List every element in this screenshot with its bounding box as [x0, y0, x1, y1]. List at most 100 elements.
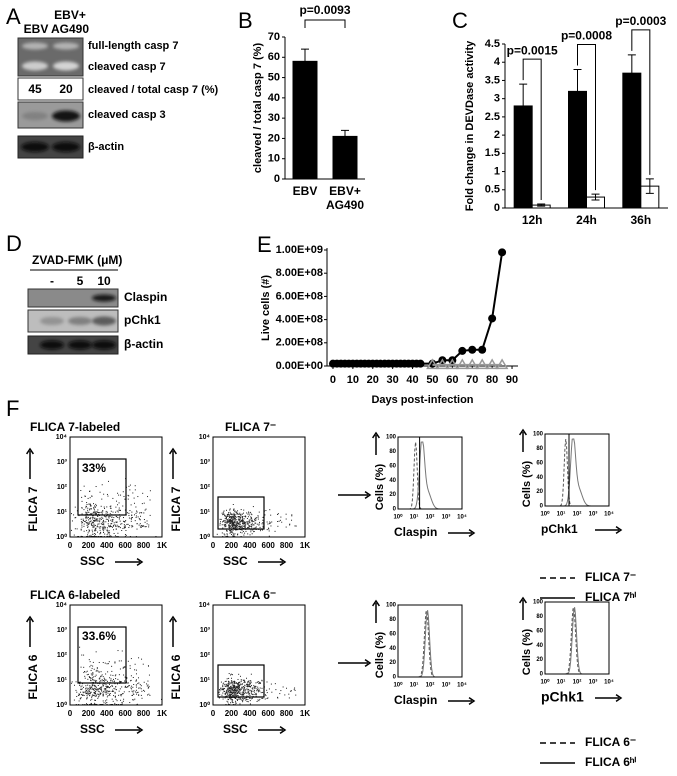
event-dot	[119, 681, 121, 683]
blot-band	[22, 42, 48, 50]
event-dot	[231, 699, 233, 701]
event-dot	[242, 519, 244, 521]
event-dot	[240, 521, 242, 523]
event-dot	[240, 688, 242, 690]
event-dot	[223, 520, 225, 522]
event-dot	[235, 692, 237, 694]
event-dot	[242, 520, 244, 522]
event-dot	[277, 513, 279, 515]
event-dot	[104, 507, 106, 509]
event-dot	[277, 696, 279, 698]
event-dot	[113, 532, 115, 534]
event-dot	[109, 694, 111, 696]
event-dot	[99, 517, 101, 519]
plot-title: FLICA 7-labeled	[30, 420, 120, 434]
event-dot	[94, 686, 96, 688]
event-dot	[116, 524, 118, 526]
event-dot	[94, 529, 96, 531]
event-dot	[130, 520, 132, 522]
event-dot	[81, 513, 83, 515]
event-dot	[84, 670, 86, 672]
event-dot	[244, 697, 246, 699]
event-dot	[109, 526, 111, 528]
event-dot	[248, 511, 250, 513]
event-dot	[253, 520, 255, 522]
arrow-head	[468, 528, 476, 538]
event-dot	[114, 695, 116, 697]
event-dot	[255, 522, 257, 524]
event-dot	[236, 516, 238, 518]
event-dot	[85, 671, 87, 673]
event-dot	[106, 527, 108, 529]
event-dot	[227, 703, 229, 705]
histogram-high	[545, 607, 609, 675]
y-tick-label: 10³	[200, 459, 211, 466]
event-dot	[90, 677, 92, 679]
event-dot	[144, 521, 146, 523]
event-dot	[243, 522, 245, 524]
event-dot	[87, 511, 89, 513]
event-dot	[224, 518, 226, 520]
y-tick-label: 80	[536, 614, 543, 620]
event-dot	[228, 687, 230, 689]
event-dot	[102, 662, 104, 664]
event-dot	[246, 677, 248, 679]
event-dot	[101, 680, 103, 682]
event-dot	[237, 510, 239, 512]
y-tick-label: 2.00E+08	[276, 337, 323, 349]
event-dot	[235, 527, 237, 529]
event-dot	[232, 519, 234, 521]
event-dot	[232, 521, 234, 523]
event-dot	[261, 529, 263, 531]
event-dot	[141, 525, 143, 527]
event-dot	[90, 524, 92, 526]
ratio-value: 45	[28, 82, 42, 96]
event-dot	[93, 525, 95, 527]
event-dot	[79, 646, 81, 648]
event-dot	[222, 527, 224, 529]
event-dot	[94, 680, 96, 682]
event-dot	[99, 527, 101, 529]
event-dot	[242, 698, 244, 700]
blot-row-label: β-actin	[124, 337, 163, 351]
event-dot	[252, 506, 254, 508]
event-dot	[249, 689, 251, 691]
x-tick-label: 1K	[157, 541, 167, 550]
event-dot	[256, 700, 258, 702]
event-dot	[234, 685, 236, 687]
event-dot	[294, 687, 296, 689]
event-dot	[87, 687, 89, 689]
event-dot	[83, 672, 85, 674]
event-dot	[249, 697, 251, 699]
event-dot	[238, 687, 240, 689]
x-tick-label: 10⁰	[393, 514, 403, 521]
event-dot	[226, 529, 228, 531]
event-dot	[136, 528, 138, 530]
event-dot	[237, 512, 239, 514]
event-dot	[288, 693, 290, 695]
event-dot	[90, 504, 92, 506]
event-dot	[248, 519, 250, 521]
event-dot	[267, 527, 269, 529]
event-dot	[74, 517, 76, 519]
y-tick-label: 10²	[200, 484, 211, 491]
event-dot	[122, 491, 124, 493]
event-dot	[92, 673, 94, 675]
event-dot	[86, 696, 88, 698]
event-dot	[108, 683, 110, 685]
y-tick-label: 60	[536, 460, 543, 466]
event-dot	[99, 529, 101, 531]
event-dot	[235, 689, 237, 691]
event-dot	[230, 513, 232, 515]
event-dot	[113, 695, 115, 697]
event-dot	[254, 517, 256, 519]
event-dot	[231, 677, 233, 679]
event-dot	[93, 690, 95, 692]
event-dot	[104, 526, 106, 528]
lane-label: EBV+ AG490	[50, 8, 90, 36]
event-dot	[115, 698, 117, 700]
event-dot	[106, 530, 108, 532]
plot-frame	[397, 604, 463, 678]
event-dot	[141, 658, 143, 660]
event-dot	[138, 657, 140, 659]
